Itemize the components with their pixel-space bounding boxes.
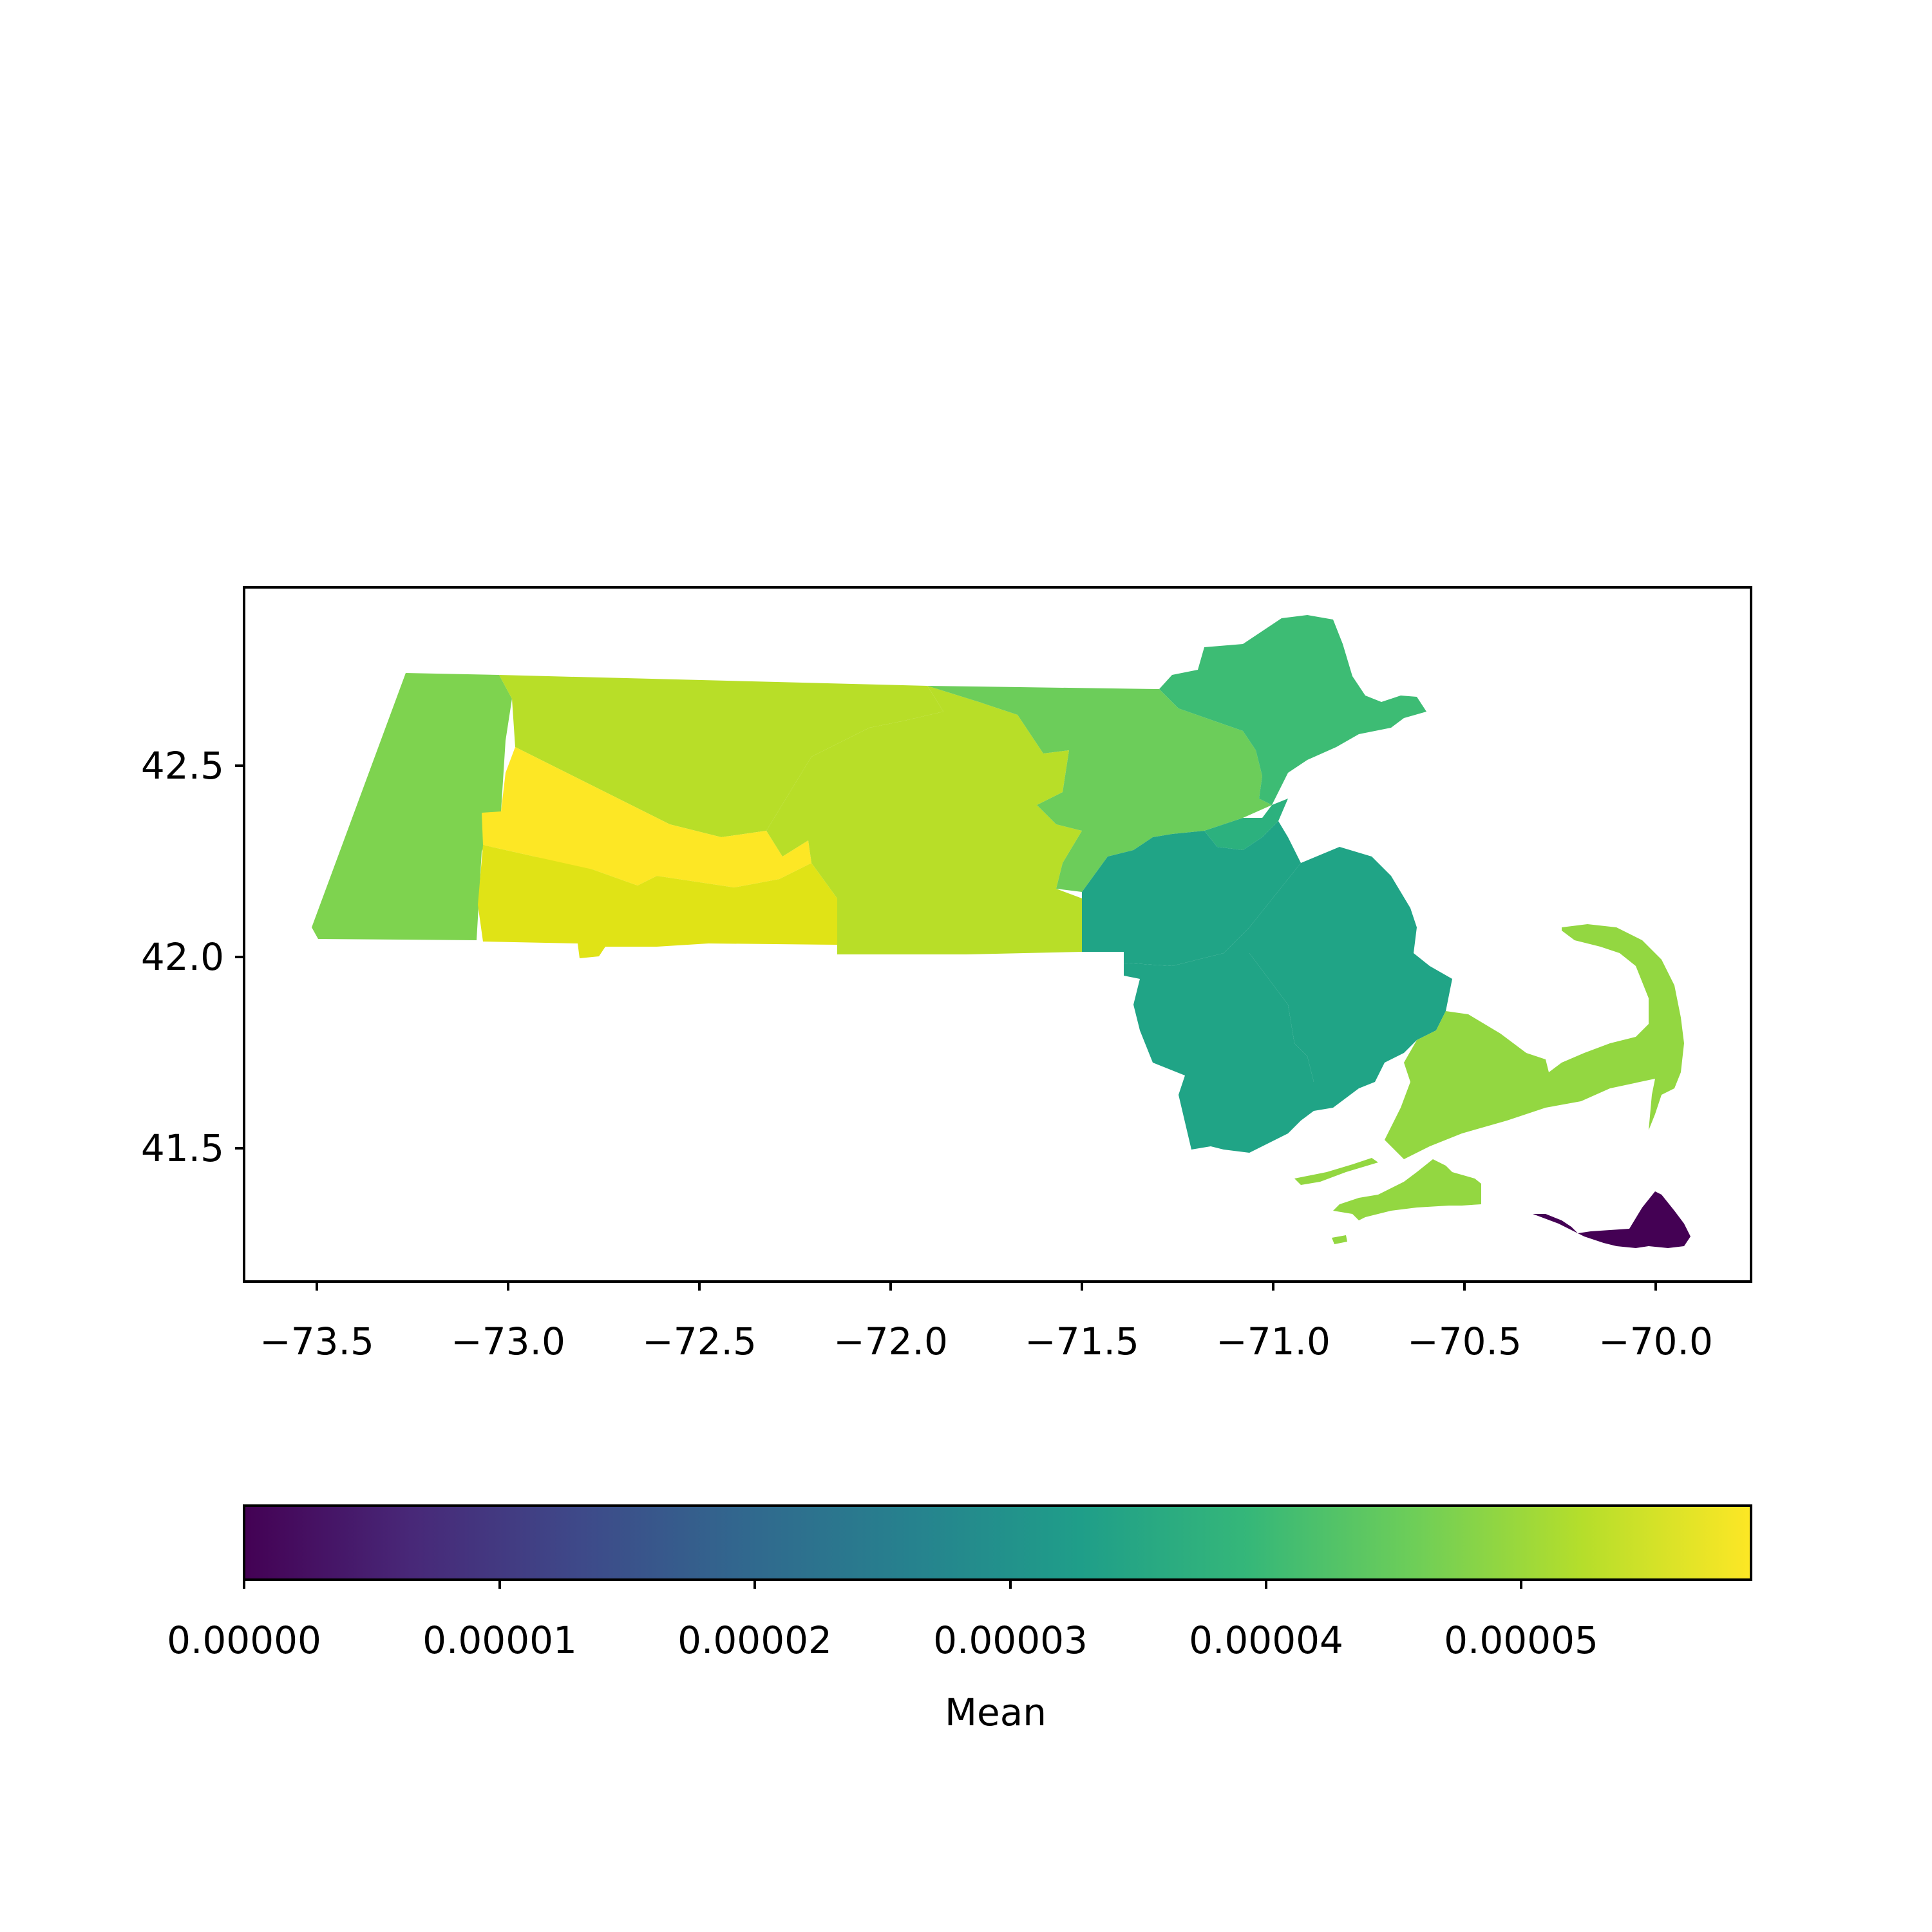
region-nantucket: [1533, 1191, 1690, 1248]
x-tick-label: −71.5: [1025, 1320, 1139, 1363]
y-axis: [235, 764, 244, 1150]
x-tick-labels: −73.5 −73.0 −72.5 −72.0 −71.5 −71.0 −70.…: [260, 1320, 1713, 1363]
colorbar: 0.00000 0.00001 0.00002 0.00003 0.00004 …: [167, 1504, 1752, 1734]
colorbar-tick-label: 0.00002: [677, 1618, 832, 1662]
colorbar-tick-label: 0.00005: [1444, 1618, 1598, 1662]
region-essex: [1159, 615, 1426, 805]
region-middlesex: [927, 686, 1272, 892]
county-regions: [312, 615, 1690, 1248]
region-dukes: [1333, 1159, 1481, 1220]
colorbar-tick-label: 0.00003: [933, 1618, 1088, 1662]
region-barnstable-islands: [1294, 1158, 1378, 1185]
region-dukes-small: [1332, 1235, 1347, 1244]
region-suffolk: [1204, 799, 1288, 850]
region-franklin: [499, 675, 943, 837]
x-tick-label: −71.0: [1216, 1320, 1331, 1363]
x-tick-label: −72.0: [833, 1320, 948, 1363]
x-axis: [316, 1282, 1657, 1291]
x-tick-label: −70.0: [1598, 1320, 1713, 1363]
x-tick-label: −72.5: [642, 1320, 757, 1363]
x-tick-label: −70.5: [1407, 1320, 1522, 1363]
region-barnstable: [1385, 924, 1684, 1159]
region-worcester: [766, 686, 1082, 954]
region-berkshire: [312, 673, 512, 940]
region-hampshire: [482, 747, 811, 887]
y-tick-labels: 42.5 42.0 41.5: [141, 744, 224, 1170]
region-norfolk: [1082, 821, 1301, 966]
colorbar-ticks: [243, 1580, 1522, 1589]
y-tick-label: 41.5: [141, 1126, 224, 1170]
colorbar-tick-label: 0.00004: [1189, 1618, 1343, 1662]
colorbar-label: Mean: [945, 1690, 1046, 1734]
colorbar-tick-labels: 0.00000 0.00001 0.00002 0.00003 0.00004 …: [167, 1618, 1598, 1662]
region-bristol: [1124, 953, 1314, 1153]
colorbar-gradient: [243, 1504, 1752, 1581]
x-tick-label: −73.5: [260, 1320, 374, 1363]
colorbar-tick-label: 0.00001: [422, 1618, 577, 1662]
region-hampden: [478, 845, 837, 958]
axes-frame: [243, 586, 1752, 1283]
map-axes: −73.5 −73.0 −72.5 −72.0 −71.5 −71.0 −70.…: [141, 586, 1752, 1363]
y-tick-label: 42.0: [141, 935, 224, 979]
x-tick-label: −73.0: [451, 1320, 565, 1363]
colorbar-tick-label: 0.00000: [167, 1618, 321, 1662]
y-tick-label: 42.5: [141, 744, 224, 788]
region-plymouth: [1224, 847, 1452, 1111]
